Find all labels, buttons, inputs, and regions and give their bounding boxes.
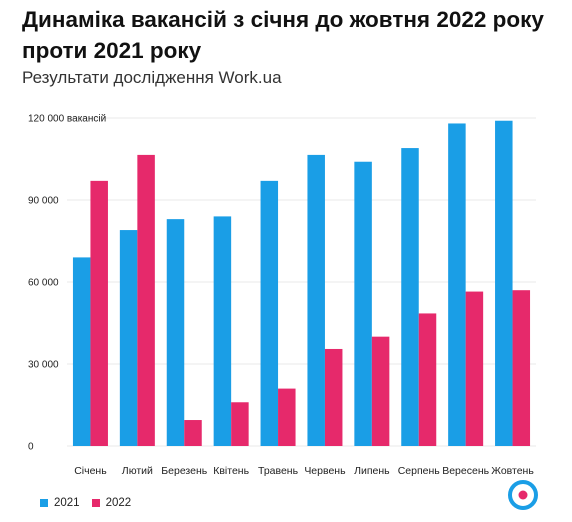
y-axis-ticks: 0 30 000 60 000 90 000 120 000 вакансій [28,114,106,453]
x-category-label: Березень [161,465,208,477]
legend-label-2021: 2021 [54,497,80,509]
legend-item-2022[interactable]: 2022 [91,497,132,509]
y-tick-label: 30 000 [28,360,59,371]
bar-2021[interactable] [260,180,279,446]
bar-2021[interactable] [166,219,185,446]
bar-2021[interactable] [495,120,513,446]
legend-swatch-2022 [91,499,100,507]
chart-title: Динаміка вакансій з січня до жовтня 2022… [22,7,544,63]
bar-2022[interactable] [418,313,437,446]
bar-2022[interactable] [137,154,155,446]
bar-chart: 0 30 000 60 000 90 000 120 000 вакансій Січе… [28,114,536,477]
bar-2021[interactable] [354,161,372,446]
x-category-label: Січень [74,465,107,477]
bar-2022[interactable] [371,336,390,446]
y-tick-label: 60 000 [28,278,59,289]
legend-swatch-2021 [40,499,48,507]
x-category-label: Липень [354,465,390,477]
y-tick-label: 90 000 [28,196,59,207]
bar-2022[interactable] [90,180,108,446]
bar-2022[interactable] [324,348,343,446]
y-tick-label: 0 [28,442,34,453]
bar-2021[interactable] [401,148,419,447]
bar-2022[interactable] [278,388,296,446]
legend-label-2022: 2022 [105,497,132,509]
x-category-label: Жовтень [491,465,534,477]
bar-2022[interactable] [512,290,531,446]
bar-2021[interactable] [307,154,325,446]
x-category-label: Червень [304,465,346,477]
x-category-label: Серпень [398,465,441,477]
x-category-label: Вересень [442,465,489,477]
x-axis-labels: Січень Лютий Березень Квітень Травень Червень… [74,465,534,477]
x-category-label: Лютий [122,465,153,477]
x-category-label: Травень [258,465,299,477]
legend: 2021 2022 [40,497,143,509]
bar-2022[interactable] [465,291,484,446]
bar-2022[interactable] [231,402,249,446]
work-ua-logo-icon [508,480,538,510]
x-category-label: Квітень [213,465,249,477]
bar-2021[interactable] [213,216,232,446]
bars [72,120,531,447]
legend-item-2021[interactable]: 2021 [40,497,80,509]
chart-subtitle: Результати дослідження Work.ua [22,68,282,87]
bar-2021[interactable] [119,230,138,446]
y-tick-label: 120 000 вакансій [28,114,106,125]
bar-2021[interactable] [448,123,466,446]
bar-2021[interactable] [72,257,91,446]
bar-2022[interactable] [184,420,202,446]
